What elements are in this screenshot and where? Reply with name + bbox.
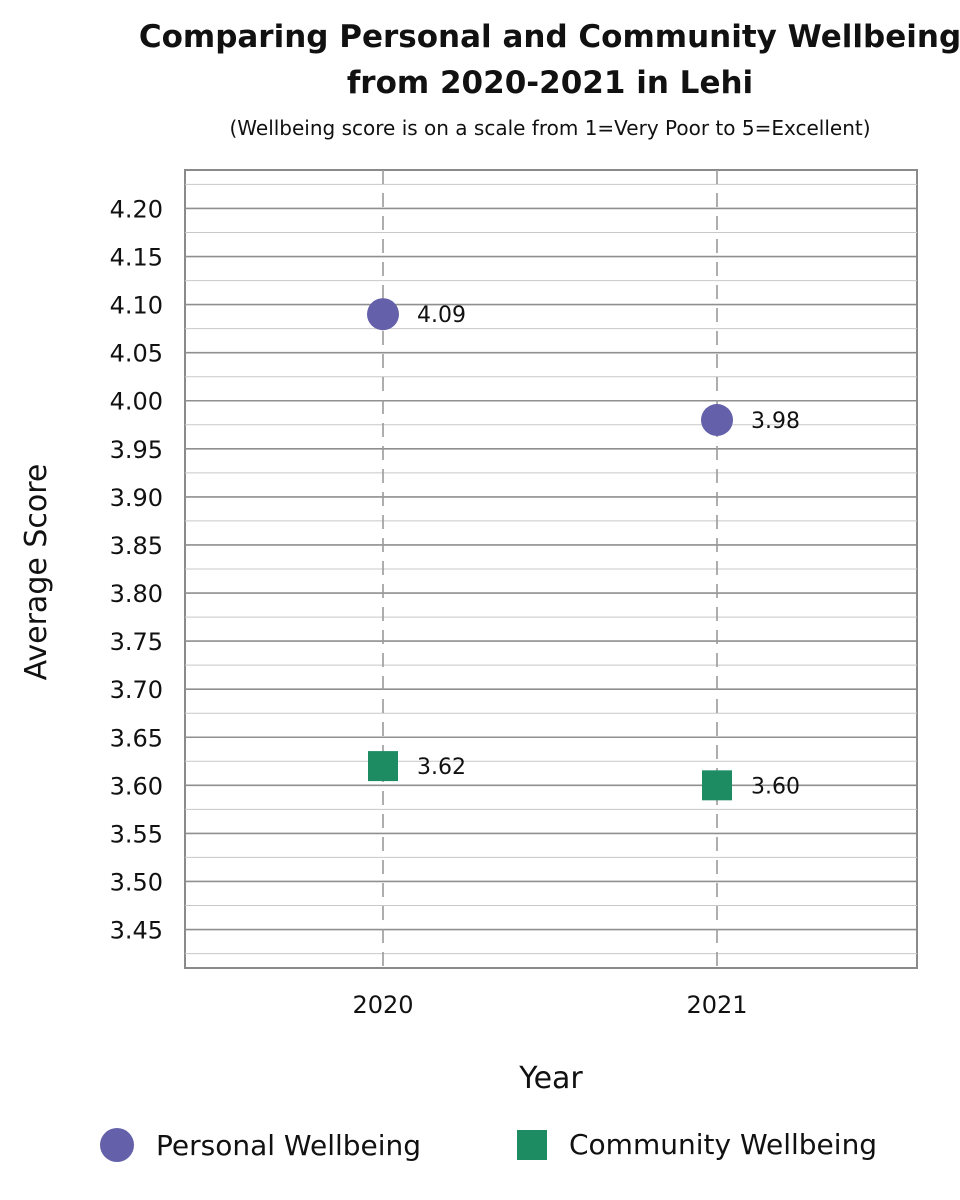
- y-tick-label: 4.00: [110, 388, 163, 416]
- chart-title: Comparing Personal and Community Wellbei…: [100, 14, 960, 106]
- community-wellbeing-point: [368, 751, 398, 782]
- y-tick-label: 3.65: [110, 724, 163, 752]
- data-label: 3.98: [751, 409, 800, 434]
- y-axis-ticks: 3.45 3.50 3.55 3.60 3.65 3.70 3.75 3.80 3.85 3.90…: [110, 195, 163, 944]
- x-tick-label: 2021: [686, 991, 747, 1019]
- legend-square-icon: [517, 1129, 547, 1160]
- y-tick-label: 3.85: [110, 532, 163, 560]
- legend-label-personal: Personal Wellbeing: [156, 1128, 422, 1162]
- data-label: 3.62: [417, 755, 466, 780]
- grid-layer: [184, 169, 918, 969]
- data-label: 3.60: [751, 774, 800, 799]
- personal-wellbeing-point: [367, 298, 399, 331]
- y-tick-label: 4.20: [110, 195, 163, 223]
- y-tick-label: 3.95: [110, 436, 163, 464]
- y-tick-label: 3.90: [110, 484, 163, 512]
- y-axis-title: Average Score: [19, 464, 54, 681]
- chart-title-line-2: from 2020-2021 in Lehi: [346, 65, 754, 101]
- y-tick-label: 3.50: [110, 868, 163, 896]
- x-axis-title: Year: [518, 1061, 583, 1096]
- legend-item-personal: Personal Wellbeing: [100, 1128, 421, 1162]
- community-wellbeing-point: [702, 770, 732, 801]
- y-tick-label: 4.15: [110, 244, 163, 272]
- x-axis-ticks: 2020 2021: [352, 991, 747, 1019]
- y-tick-label: 3.60: [110, 772, 163, 800]
- y-tick-label: 3.80: [110, 580, 163, 608]
- legend-item-community: Community Wellbeing: [517, 1128, 877, 1161]
- data-label: 4.09: [417, 303, 466, 328]
- y-tick-label: 3.55: [110, 820, 163, 848]
- chart-subtitle: (Wellbeing score is on a scale from 1=Ve…: [229, 116, 871, 140]
- x-tick-label: 2020: [352, 991, 413, 1019]
- personal-wellbeing-point: [701, 403, 733, 436]
- y-tick-label: 3.75: [110, 628, 163, 656]
- y-tick-label: 3.45: [110, 917, 163, 945]
- y-tick-label: 3.70: [110, 676, 163, 704]
- chart-title-line-1: Comparing Personal and Community Wellbei…: [138, 19, 960, 55]
- legend-label-community: Community Wellbeing: [569, 1128, 878, 1161]
- legend: Personal Wellbeing Community Wellbeing: [0, 1128, 960, 1172]
- legend-circle-icon: [100, 1128, 134, 1162]
- data-marks: 4.09 3.98 3.62 3.60: [367, 298, 800, 801]
- y-tick-label: 4.10: [110, 292, 163, 320]
- y-tick-label: 4.05: [110, 340, 163, 368]
